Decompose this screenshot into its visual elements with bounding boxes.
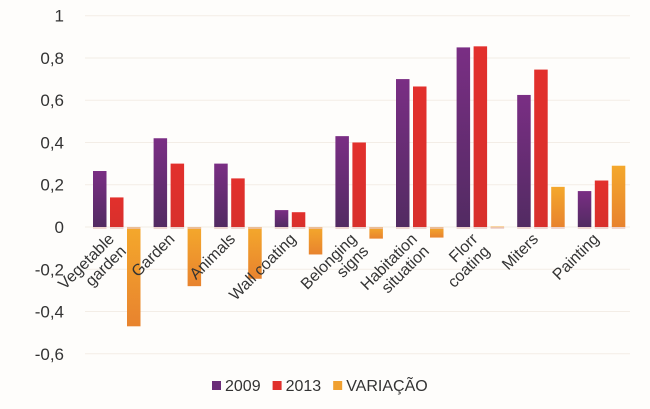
bar-base-shadow bbox=[170, 227, 185, 229]
bar-2013 bbox=[473, 46, 488, 227]
y-tick-label: 0,2 bbox=[40, 176, 64, 195]
bar-base-shadow bbox=[231, 227, 245, 229]
bar-base-shadow bbox=[413, 227, 427, 229]
legend-swatch-2 bbox=[333, 381, 343, 390]
y-tick-label: 0,4 bbox=[40, 133, 64, 152]
bar-2009 bbox=[577, 191, 592, 227]
bar-2013 bbox=[594, 180, 609, 227]
x-tick-label: Painting bbox=[550, 231, 603, 284]
bar-variação bbox=[308, 227, 323, 255]
bar-2013 bbox=[291, 212, 306, 227]
x-tick-label: Vegetablegarden bbox=[55, 231, 129, 305]
bar-base-shadow bbox=[611, 227, 626, 229]
bar-base-shadow bbox=[335, 227, 349, 229]
bar-variação bbox=[248, 227, 262, 279]
legend-swatch-1 bbox=[272, 381, 282, 390]
bar-2013 bbox=[231, 178, 245, 227]
bar-variação bbox=[187, 227, 202, 287]
y-tick-label: -0,4 bbox=[35, 303, 64, 322]
bar-base-shadow bbox=[577, 227, 592, 229]
bar-variação bbox=[551, 186, 565, 227]
bar-base-shadow bbox=[153, 227, 168, 229]
legend-label: VARIAÇÃO bbox=[346, 375, 428, 395]
bar-base-shadow bbox=[214, 227, 228, 229]
bar-2009 bbox=[335, 136, 349, 227]
bar-2013 bbox=[170, 163, 185, 227]
y-tick-label: 1 bbox=[55, 7, 64, 26]
bar-variação bbox=[430, 227, 444, 238]
bar-base-shadow bbox=[248, 227, 262, 229]
bar-2009 bbox=[214, 163, 228, 227]
x-tick-label: Miters bbox=[499, 231, 542, 274]
bar-2009 bbox=[274, 210, 289, 227]
bar-base-shadow bbox=[110, 227, 124, 229]
bar-2009 bbox=[517, 94, 531, 227]
bar-base-shadow bbox=[369, 227, 383, 229]
bar-2013 bbox=[352, 142, 366, 227]
bar-2009 bbox=[456, 47, 471, 227]
y-tick-label: -0,6 bbox=[35, 345, 64, 364]
bar-base-shadow bbox=[517, 227, 531, 229]
legend-label: 2013 bbox=[286, 378, 322, 395]
bar-2013 bbox=[413, 86, 427, 227]
legend-swatch-0 bbox=[212, 381, 221, 390]
bar-variação bbox=[369, 227, 383, 239]
bar-base-shadow bbox=[274, 227, 289, 229]
bar-base-shadow bbox=[456, 227, 471, 229]
bar-variação bbox=[127, 227, 141, 327]
bar-base-shadow bbox=[93, 227, 107, 229]
bar-base-shadow bbox=[396, 227, 410, 229]
bar-2009 bbox=[396, 79, 410, 227]
bar-base-shadow bbox=[594, 227, 609, 229]
bar-base-shadow bbox=[291, 227, 306, 229]
bar-base-shadow bbox=[534, 227, 548, 229]
y-tick-label: 0,6 bbox=[40, 91, 64, 110]
bar-base-shadow bbox=[352, 227, 366, 229]
y-tick-label: 0,8 bbox=[40, 49, 64, 68]
bar-base-shadow bbox=[308, 227, 323, 229]
bar-base-shadow bbox=[490, 227, 505, 229]
y-tick-label: -0,2 bbox=[35, 260, 64, 279]
x-tick-label: Florrcoating bbox=[433, 230, 494, 291]
bar-base-shadow bbox=[473, 227, 488, 229]
legend-label: 2009 bbox=[225, 378, 261, 395]
bar-base-shadow bbox=[127, 227, 141, 229]
y-tick-label: 0 bbox=[55, 218, 64, 237]
bar-base-shadow bbox=[551, 227, 565, 229]
bar-2013 bbox=[534, 69, 548, 227]
bar-2009 bbox=[93, 171, 107, 227]
bar-base-shadow bbox=[187, 227, 202, 229]
bar-2009 bbox=[153, 138, 168, 227]
bar-base-shadow bbox=[430, 227, 444, 229]
bar-2013 bbox=[110, 197, 124, 227]
bar-variação bbox=[611, 165, 626, 227]
x-tick-label: Habitationsituation bbox=[358, 231, 433, 306]
